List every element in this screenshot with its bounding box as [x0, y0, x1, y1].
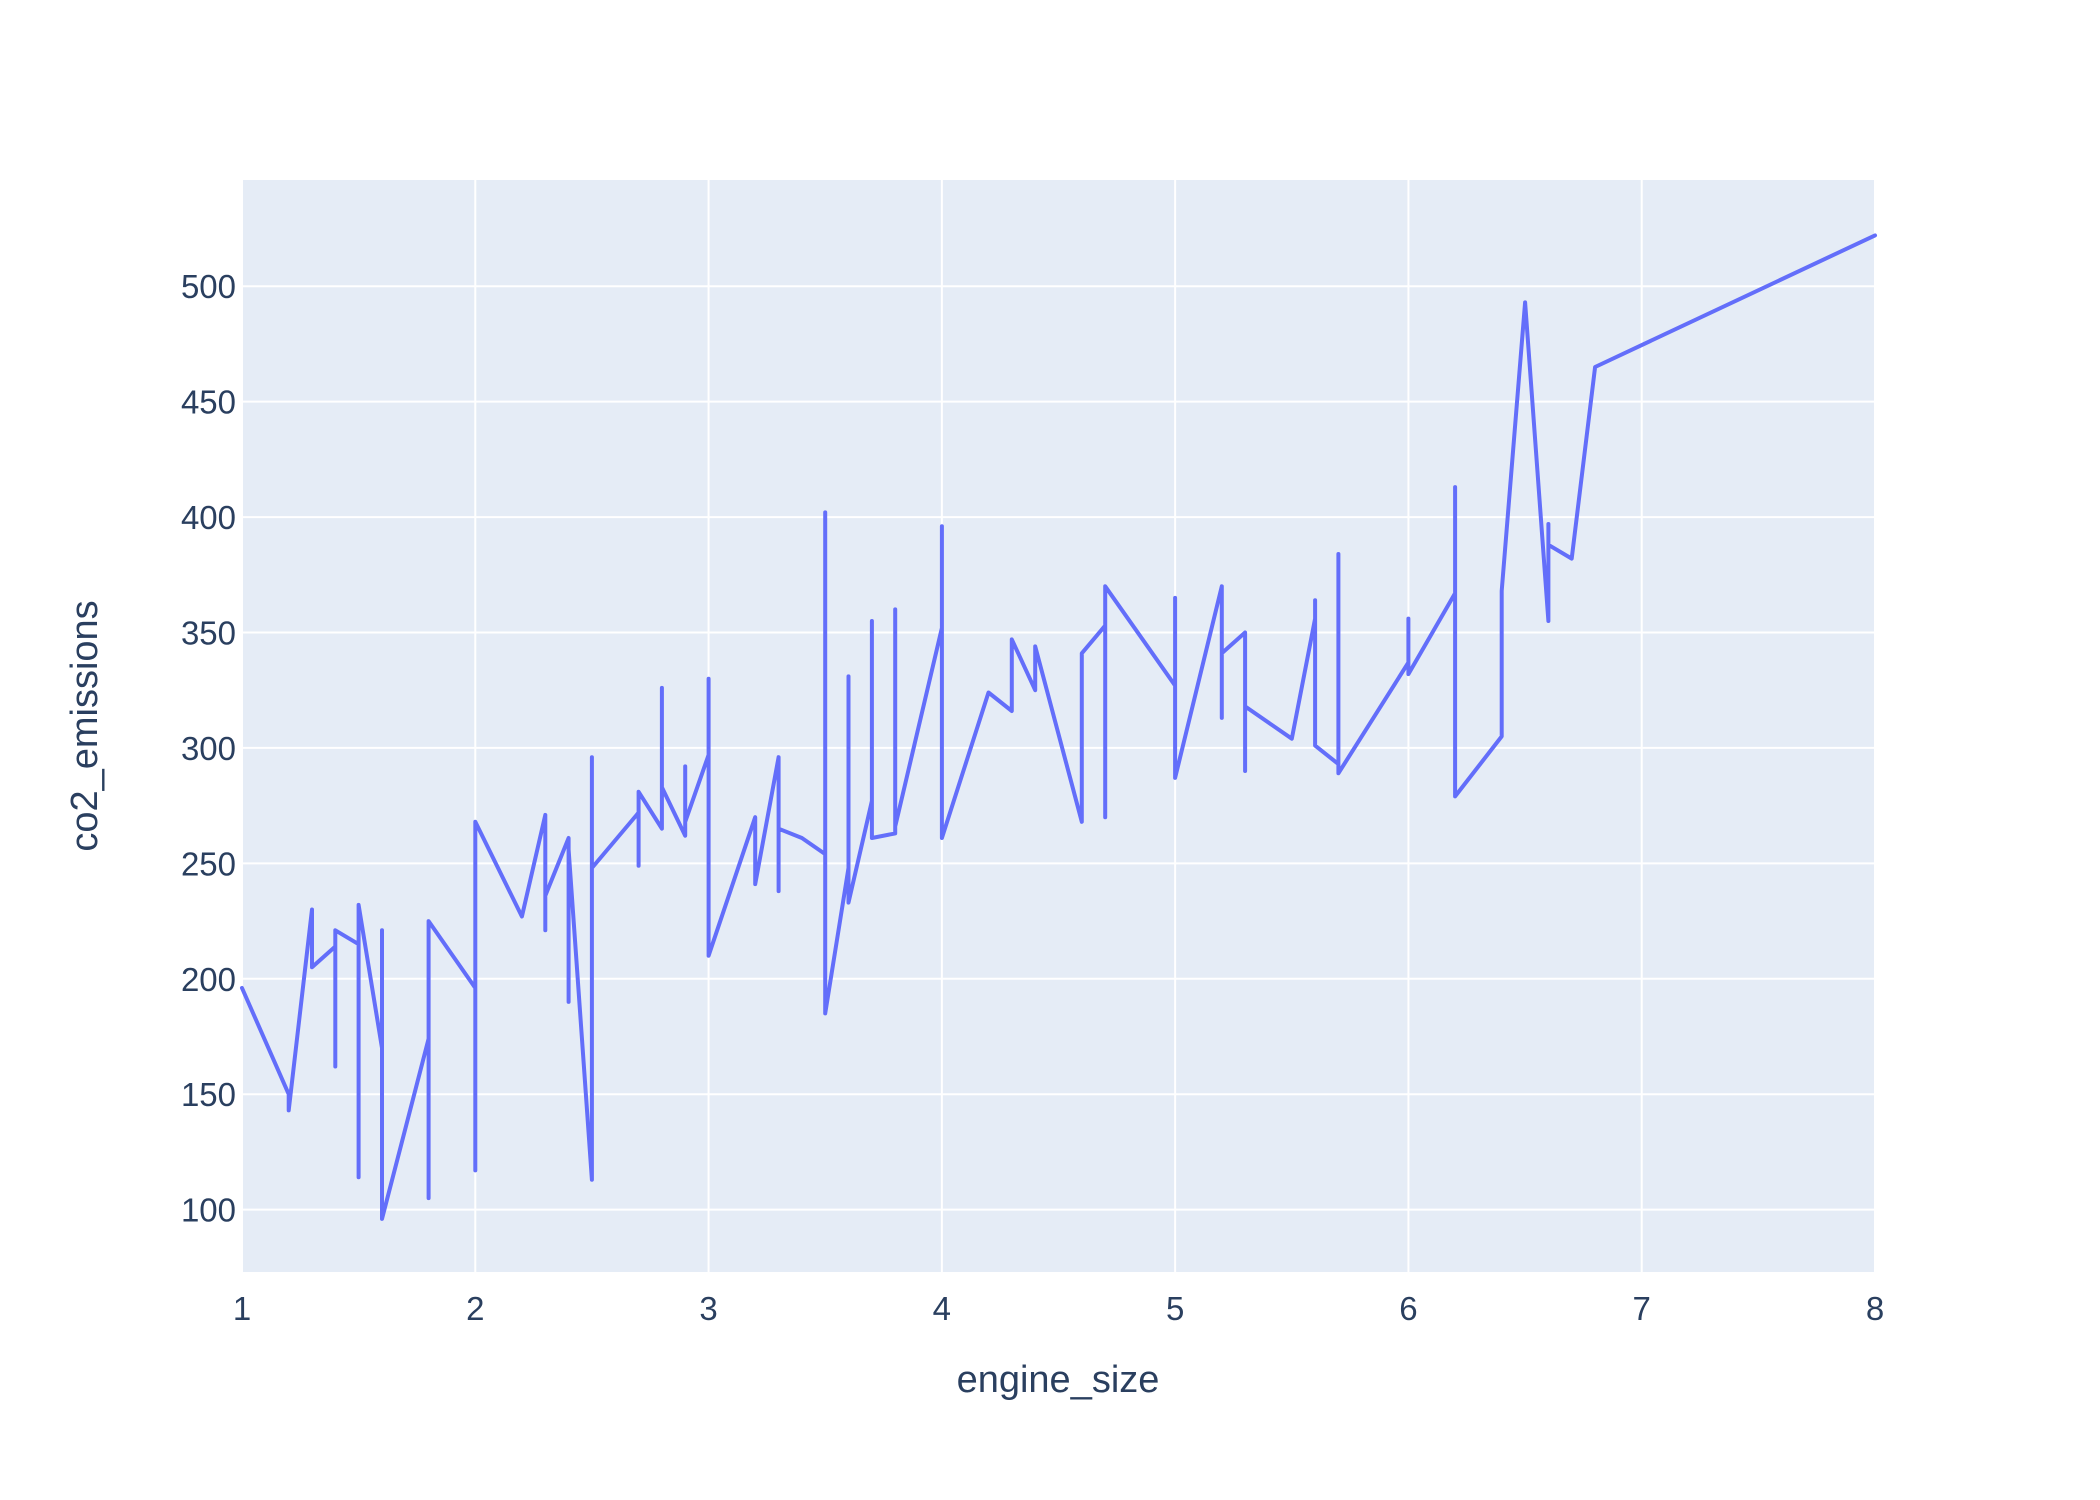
- x-tick-label: 6: [1399, 1290, 1417, 1327]
- x-tick-label: 3: [699, 1290, 717, 1327]
- x-tick-labels: 1 2 3 4 5 6 7 8: [233, 1290, 1884, 1327]
- y-tick-label: 300: [181, 730, 236, 767]
- plot-background: [242, 180, 1875, 1272]
- y-tick-label: 100: [181, 1192, 236, 1229]
- y-tick-label: 250: [181, 845, 236, 882]
- y-tick-labels: 100 150 200 250 300 350 400 450 500: [181, 268, 236, 1228]
- y-tick-label: 150: [181, 1076, 236, 1113]
- y-axis-title: co2_emissions: [64, 600, 106, 851]
- y-tick-label: 200: [181, 961, 236, 998]
- x-tick-label: 5: [1166, 1290, 1184, 1327]
- y-tick-label: 450: [181, 384, 236, 421]
- x-tick-label: 7: [1633, 1290, 1651, 1327]
- y-tick-label: 500: [181, 268, 236, 305]
- series-line: [240, 233, 1877, 1221]
- series-layer: [240, 233, 1877, 1221]
- y-tick-label: 350: [181, 614, 236, 651]
- x-axis-title: engine_size: [957, 1359, 1160, 1401]
- x-tick-label: 8: [1866, 1290, 1884, 1327]
- y-gridlines: [242, 285, 1875, 1211]
- x-tick-label: 4: [933, 1290, 951, 1327]
- x-tick-label: 2: [466, 1290, 484, 1327]
- y-tick-label: 400: [181, 499, 236, 536]
- x-tick-label: 1: [233, 1290, 251, 1327]
